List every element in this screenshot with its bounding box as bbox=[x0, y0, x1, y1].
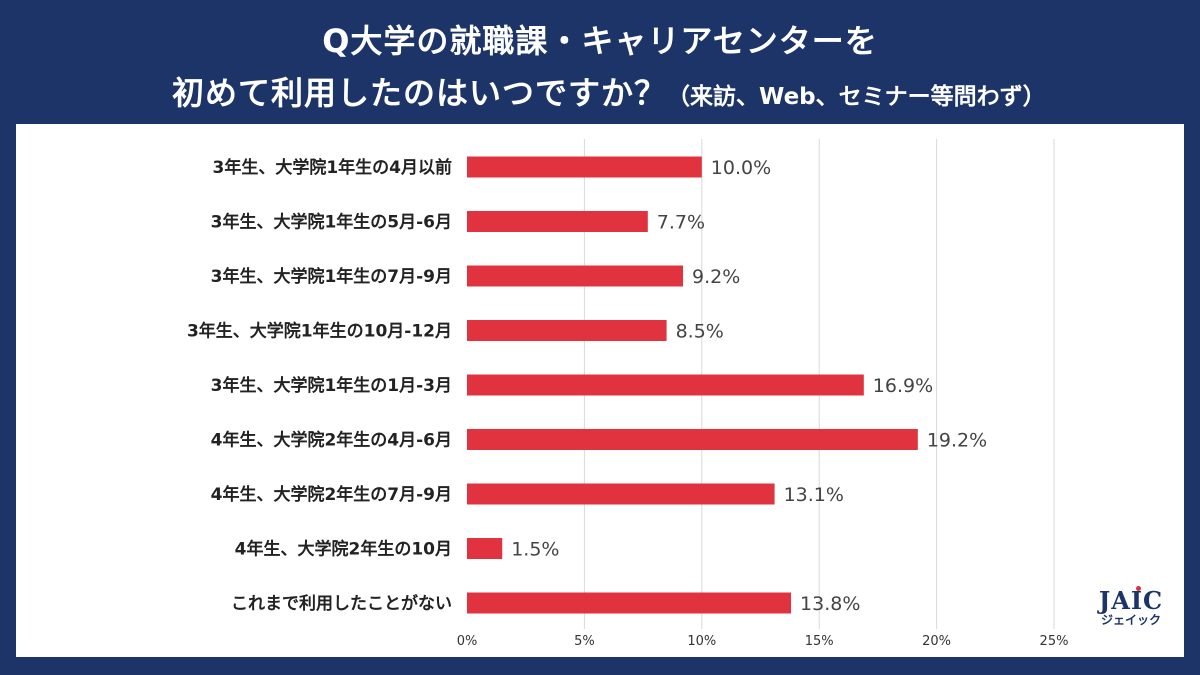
bar-3 bbox=[467, 320, 667, 341]
bar-2 bbox=[467, 265, 684, 287]
value-label: 7.7% bbox=[657, 212, 705, 234]
title-note: （来訪、Web、セミナー等問わず） bbox=[667, 84, 1046, 110]
value-label: 19.2% bbox=[927, 430, 987, 452]
x-tick-label: 0% bbox=[457, 634, 478, 649]
category-label: 4年生、大学院2年生の7月-9月 bbox=[211, 484, 452, 505]
x-tick-label: 5% bbox=[574, 634, 595, 649]
logo-kana: ジェイック bbox=[1100, 613, 1161, 627]
value-label: 16.9% bbox=[873, 375, 933, 397]
bar-chart: 0% 5% 10% 15% 20% 25% 3年生、大学院1年生の4月以前 10.0% 3年生、… bbox=[187, 139, 1069, 649]
bar-4 bbox=[467, 374, 864, 396]
value-label: 13.1% bbox=[784, 484, 844, 506]
value-label: 9.2% bbox=[692, 266, 740, 288]
value-label: 10.0% bbox=[711, 157, 771, 179]
logo-red-dot bbox=[1136, 586, 1141, 591]
category-label: 3年生、大学院1年生の1月-3月 bbox=[211, 375, 452, 396]
category-label: これまで利用したことがない bbox=[231, 593, 452, 614]
bar-0 bbox=[467, 156, 702, 178]
bar-6 bbox=[467, 483, 775, 505]
bar-1 bbox=[467, 211, 648, 232]
jaic-logo: JAIC ジェイック bbox=[1090, 586, 1172, 627]
value-label: 8.5% bbox=[676, 321, 724, 343]
category-label: 3年生、大学院1年生の4月以前 bbox=[213, 157, 453, 178]
category-label: 3年生、大学院1年生の5月-6月 bbox=[211, 212, 452, 233]
title-question: 初めて利用したのはいつですか？ bbox=[172, 74, 668, 112]
bar-7 bbox=[467, 538, 503, 559]
value-label: 1.5% bbox=[511, 539, 559, 561]
x-tick-label: 20% bbox=[922, 634, 951, 649]
category-label: 4年生、大学院2年生の4月-6月 bbox=[211, 430, 452, 451]
x-tick-label: 10% bbox=[687, 634, 716, 649]
x-tick-label: 25% bbox=[1040, 634, 1069, 649]
bar-5 bbox=[467, 429, 918, 450]
category-label: 3年生、大学院1年生の7月-9月 bbox=[211, 266, 452, 287]
category-label: 4年生、大学院2年生の10月 bbox=[235, 539, 452, 560]
bar-8 bbox=[467, 592, 792, 614]
logo-brand: JAIC bbox=[1098, 586, 1164, 615]
chart-title: Q大学の就職課・キャリアセンターを 初めて利用したのはいつですか？（来訪、Web… bbox=[0, 0, 1200, 112]
category-label: 3年生、大学院1年生の10月-12月 bbox=[187, 321, 452, 342]
value-label: 13.8% bbox=[800, 593, 860, 615]
title-line-2: 初めて利用したのはいつですか？（来訪、Web、セミナー等問わず） bbox=[172, 68, 1046, 114]
chart-panel: 0% 5% 10% 15% 20% 25% 3年生、大学院1年生の4月以前 10.0% 3年生、… bbox=[16, 124, 1184, 657]
x-tick-label: 15% bbox=[805, 634, 834, 649]
title-line-1: Q大学の就職課・キャリアセンターを bbox=[322, 22, 878, 60]
